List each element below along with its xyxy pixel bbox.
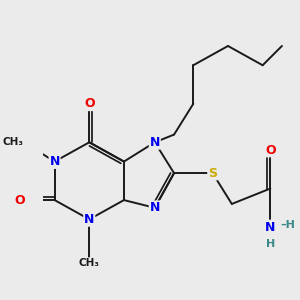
Text: H: H (266, 239, 275, 249)
Text: CH₃: CH₃ (3, 137, 24, 147)
Text: N: N (265, 220, 275, 234)
Text: S: S (208, 167, 217, 180)
Text: O: O (15, 194, 25, 207)
Text: CH₃: CH₃ (79, 258, 100, 268)
Text: O: O (265, 143, 276, 157)
Text: N: N (84, 213, 94, 226)
Text: O: O (84, 97, 94, 110)
Text: –H: –H (280, 220, 295, 230)
Text: N: N (150, 201, 160, 214)
Text: N: N (50, 155, 60, 168)
Text: N: N (150, 136, 160, 149)
